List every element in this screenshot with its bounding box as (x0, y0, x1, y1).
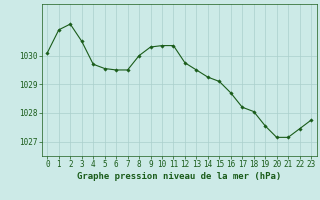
X-axis label: Graphe pression niveau de la mer (hPa): Graphe pression niveau de la mer (hPa) (77, 172, 281, 181)
